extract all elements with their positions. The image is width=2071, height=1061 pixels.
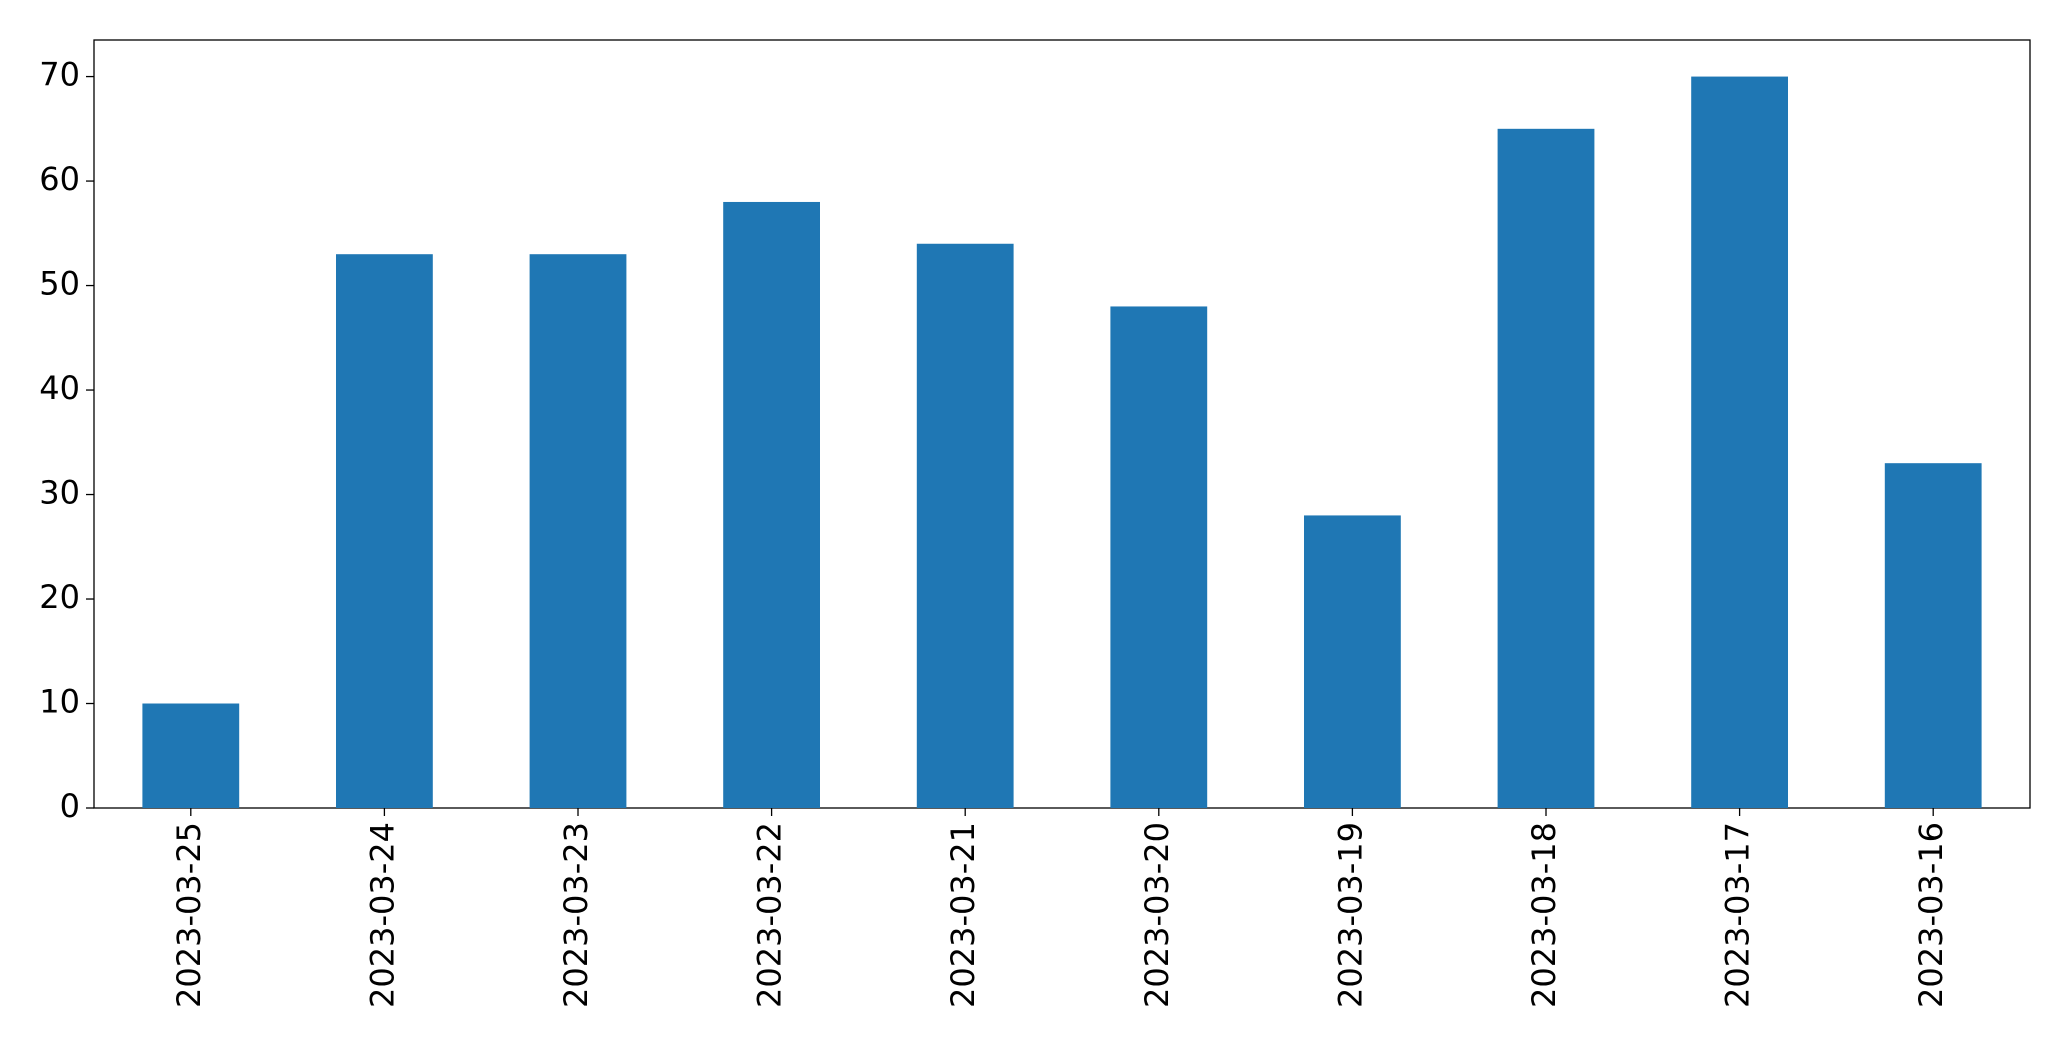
x-tick-label: 2023-03-23 [557,822,595,1008]
x-tick-label: 2023-03-18 [1525,822,1563,1008]
bar [336,254,433,808]
y-tick-label: 40 [39,369,80,407]
y-tick-label: 50 [39,265,80,303]
bar [1304,515,1401,808]
bar [916,243,1014,808]
x-tick-label: 2023-03-21 [944,822,982,1008]
y-tick-label: 60 [39,160,80,198]
x-tick-label: 2023-03-17 [1719,822,1757,1008]
bar [529,254,627,808]
y-tick-label: 10 [39,683,80,721]
bar [1497,128,1595,808]
x-tick-label: 2023-03-24 [363,822,401,1008]
y-tick-label: 70 [39,56,80,94]
plot-frame [93,39,2031,809]
x-tick-label: 2023-03-16 [1912,822,1950,1008]
x-tick-label: 2023-03-20 [1138,822,1176,1008]
bar [1110,306,1208,808]
y-tick-label: 30 [39,474,80,512]
y-tick-label: 0 [60,787,80,825]
x-tick-label: 2023-03-25 [170,822,208,1008]
x-tick-label: 2023-03-19 [1331,822,1369,1008]
bar [1691,76,1788,809]
bar [723,201,820,809]
bar [142,703,240,808]
x-tick-label: 2023-03-22 [751,822,789,1008]
bar [1884,463,1982,808]
y-tick-label: 20 [39,578,80,616]
